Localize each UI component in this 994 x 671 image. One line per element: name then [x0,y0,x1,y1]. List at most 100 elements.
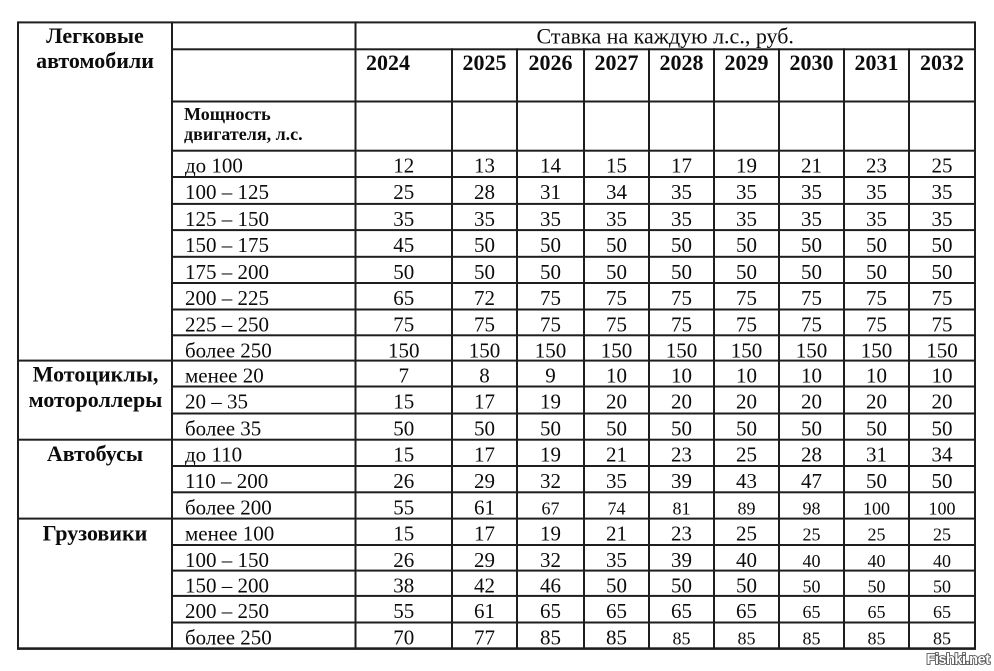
svg-text:17: 17 [474,443,495,467]
svg-text:35: 35 [866,180,887,204]
svg-text:75: 75 [866,286,887,310]
svg-text:29: 29 [474,469,495,493]
svg-text:2028: 2028 [660,50,704,75]
svg-text:2025: 2025 [463,50,507,75]
svg-text:50: 50 [868,577,886,597]
svg-text:98: 98 [803,498,821,518]
svg-text:65: 65 [606,599,627,623]
svg-text:65: 65 [671,599,692,623]
svg-text:35: 35 [932,180,953,204]
svg-text:мотороллеры: мотороллеры [29,387,163,412]
svg-text:до 110: до 110 [185,443,242,467]
svg-text:Автобусы: Автобусы [47,441,143,466]
svg-text:50: 50 [393,417,414,441]
svg-text:35: 35 [606,548,627,572]
svg-text:75: 75 [540,286,561,310]
svg-text:100 – 125: 100 – 125 [185,180,269,204]
svg-text:85: 85 [540,626,561,650]
svg-text:50: 50 [932,233,953,257]
svg-text:до 100: до 100 [185,154,243,178]
svg-text:150: 150 [469,338,501,362]
svg-text:55: 55 [393,495,414,519]
svg-text:110 – 200: 110 – 200 [185,469,268,493]
svg-text:35: 35 [736,207,757,231]
svg-text:150: 150 [388,338,420,362]
svg-text:17: 17 [474,390,495,414]
svg-text:13: 13 [474,154,495,178]
svg-text:автомобили: автомобили [36,48,154,73]
svg-text:50: 50 [474,233,495,257]
svg-text:75: 75 [393,313,414,337]
svg-text:45: 45 [393,233,414,257]
svg-text:23: 23 [866,154,887,178]
svg-text:50: 50 [540,260,561,284]
svg-text:50: 50 [736,574,757,598]
svg-text:40: 40 [933,551,951,571]
svg-text:61: 61 [474,599,495,623]
svg-text:50: 50 [606,260,627,284]
svg-text:35: 35 [801,180,822,204]
svg-text:25: 25 [868,525,886,545]
svg-text:более 250: более 250 [185,626,272,650]
svg-text:10: 10 [866,364,887,388]
svg-text:100: 100 [929,498,956,518]
svg-text:9: 9 [545,364,556,388]
svg-text:50: 50 [801,260,822,284]
svg-text:35: 35 [474,207,495,231]
svg-text:10: 10 [671,364,692,388]
svg-text:50: 50 [393,260,414,284]
svg-text:75: 75 [606,313,627,337]
svg-text:32: 32 [540,469,561,493]
svg-text:85: 85 [803,629,821,649]
svg-text:2031: 2031 [855,50,899,75]
svg-text:25: 25 [736,443,757,467]
svg-text:20: 20 [671,390,692,414]
svg-text:50: 50 [866,417,887,441]
svg-text:28: 28 [474,180,495,204]
svg-text:75: 75 [736,313,757,337]
svg-text:75: 75 [801,313,822,337]
svg-text:8: 8 [479,364,490,388]
svg-text:50: 50 [606,417,627,441]
svg-text:75: 75 [474,313,495,337]
svg-text:75: 75 [866,313,887,337]
svg-text:10: 10 [932,364,953,388]
svg-text:39: 39 [671,469,692,493]
svg-text:35: 35 [736,180,757,204]
svg-text:65: 65 [868,602,886,622]
svg-text:19: 19 [736,154,757,178]
svg-text:21: 21 [801,154,822,178]
svg-text:35: 35 [540,207,561,231]
svg-text:72: 72 [474,286,495,310]
svg-text:Грузовики: Грузовики [43,521,148,546]
svg-text:50: 50 [866,469,887,493]
svg-text:31: 31 [540,180,561,204]
svg-text:Ставка на каждую л.с., руб.: Ставка на каждую л.с., руб. [537,23,794,48]
svg-text:75: 75 [671,286,692,310]
svg-text:19: 19 [540,443,561,467]
svg-text:более 250: более 250 [185,338,272,362]
svg-text:21: 21 [606,522,627,546]
svg-text:85: 85 [738,629,756,649]
svg-text:50: 50 [932,260,953,284]
svg-text:50: 50 [671,574,692,598]
svg-text:Fishki.net: Fishki.net [926,652,990,668]
svg-text:75: 75 [671,313,692,337]
svg-text:29: 29 [474,548,495,572]
svg-text:85: 85 [673,629,691,649]
svg-text:2024: 2024 [366,50,410,75]
svg-text:55: 55 [393,599,414,623]
svg-text:65: 65 [393,286,414,310]
svg-text:34: 34 [606,180,628,204]
svg-text:50: 50 [671,417,692,441]
svg-text:20 – 35: 20 – 35 [185,390,248,414]
svg-text:74: 74 [608,498,626,518]
svg-text:25: 25 [933,525,951,545]
svg-text:50: 50 [933,577,951,597]
svg-text:50: 50 [932,417,953,441]
svg-text:32: 32 [540,548,561,572]
svg-text:125 – 150: 125 – 150 [185,207,269,231]
svg-text:65: 65 [933,602,951,622]
svg-text:150 – 200: 150 – 200 [185,574,269,598]
svg-text:67: 67 [542,498,560,518]
